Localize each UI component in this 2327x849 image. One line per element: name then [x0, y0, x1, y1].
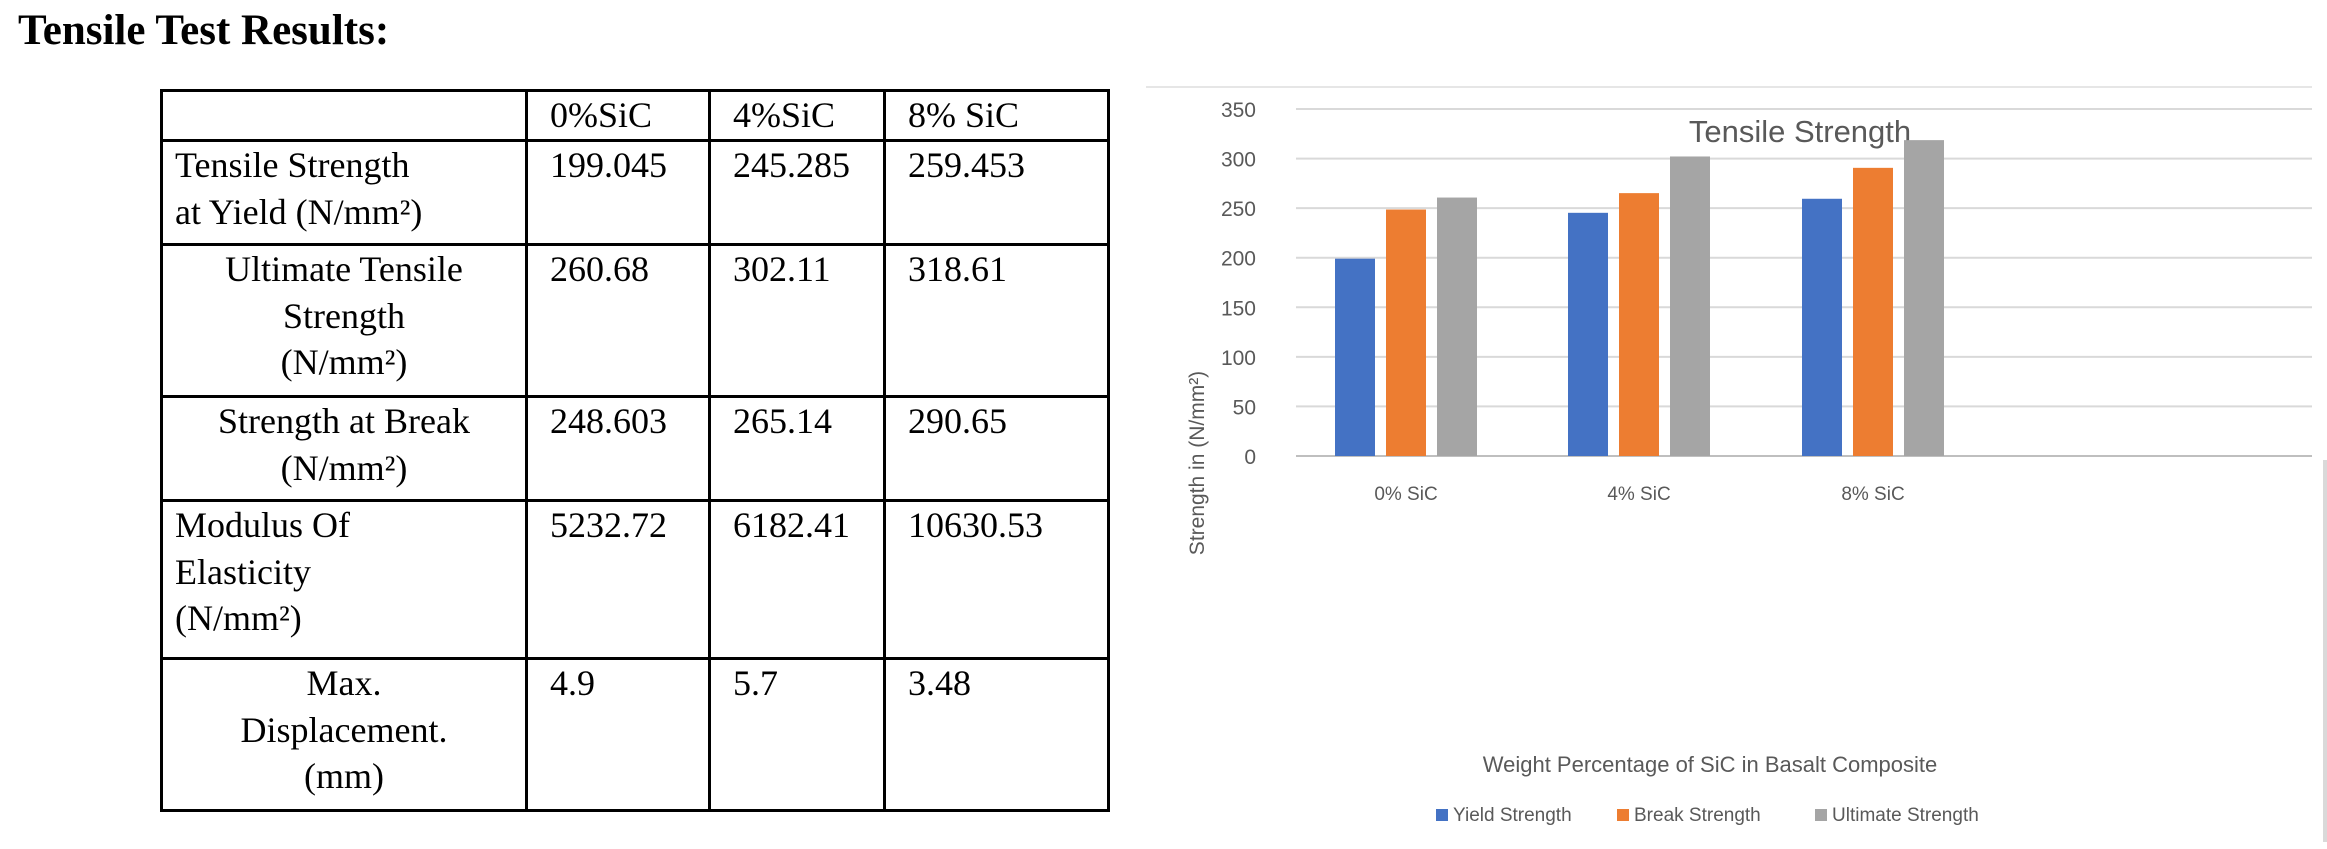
legend: Yield Strength Break Strength Ultimate Str…	[1436, 805, 1979, 826]
legend-swatch	[1617, 809, 1629, 821]
table-header-cell: 4%SiC	[708, 89, 886, 142]
row-label-line: (N/mm²)	[280, 342, 408, 383]
bars	[1335, 140, 1944, 457]
row-label: Ultimate Tensile Strength (N/mm²)	[160, 242, 528, 398]
y-tick-label: 100	[1221, 347, 1256, 370]
table-row: Strength at Break (N/mm²) 248.603 265.14 …	[160, 394, 1110, 502]
table-row: Max. Displacement. (mm) 4.9 5.7 3.48	[160, 656, 1110, 812]
legend-label: Ultimate Strength	[1832, 805, 1979, 826]
row-label-line: Max.	[306, 662, 382, 703]
row-label: Strength at Break (N/mm²)	[160, 394, 528, 502]
legend-swatch	[1436, 809, 1448, 821]
chart-area: Tensile Strength 0 50 100 150 200 250 300 350 0…	[1146, 86, 2327, 844]
table-cell: 265.14	[708, 394, 886, 502]
table-cell: 5.7	[708, 656, 886, 812]
table-cell: 248.603	[525, 394, 711, 502]
bar	[1386, 209, 1426, 456]
bar	[1568, 212, 1608, 456]
table-cell: 5232.72	[525, 498, 711, 660]
row-label-line: Displacement.	[240, 709, 448, 750]
row-label-line: Strength	[283, 295, 405, 336]
row-label: Modulus Of Elasticity (N/mm²)	[160, 498, 528, 660]
bar-chart: Tensile Strength 0 50 100 150 200 250 300 350 0…	[1186, 99, 2327, 826]
row-label-line: (N/mm²)	[280, 447, 408, 488]
table-cell: 6182.41	[708, 498, 886, 660]
y-tick-label: 50	[1233, 396, 1256, 419]
table-row: Tensile Strength at Yield (N/mm²) 199.045…	[160, 138, 1110, 246]
table-cell: 302.11	[708, 242, 886, 398]
results-table: 0%SiC 4%SiC 8% SiC Tensile Strength at Yi…	[160, 89, 1110, 812]
bar	[1670, 156, 1710, 456]
legend-swatch	[1815, 809, 1827, 821]
page-title: Tensile Test Results:	[18, 7, 390, 54]
bar	[1437, 197, 1477, 457]
row-label-line: (N/mm²)	[175, 598, 302, 639]
x-tick-labels: 0% SiC 4% SiC 8% SiC	[1374, 484, 1904, 505]
row-label-line: (mm)	[304, 756, 384, 797]
table-cell: 290.65	[883, 394, 1110, 502]
row-label-line: at Yield (N/mm²)	[175, 191, 423, 232]
x-tick-label: 4% SiC	[1607, 484, 1670, 505]
table-cell: 260.68	[525, 242, 711, 398]
bar	[1802, 198, 1842, 456]
row-label-line: Tensile Strength	[175, 144, 410, 185]
y-tick-label: 200	[1221, 248, 1256, 271]
table-header-cell: 8% SiC	[883, 89, 1110, 142]
chart-title: Tensile Strength	[1689, 114, 1911, 149]
table-header-cell: 0%SiC	[525, 89, 711, 142]
y-tick-label: 150	[1221, 297, 1256, 320]
table-cell: 10630.53	[883, 498, 1110, 660]
y-tick-label: 0	[1244, 446, 1256, 469]
table-cell: 3.48	[883, 656, 1110, 812]
row-label-line: Ultimate Tensile	[225, 248, 463, 289]
y-tick-label: 350	[1221, 99, 1256, 122]
bar	[1335, 258, 1375, 456]
y-tick-label: 250	[1221, 198, 1256, 221]
table-cell: 259.453	[883, 138, 1110, 246]
table-header-row: 0%SiC 4%SiC 8% SiC	[160, 89, 1110, 142]
y-axis-label: Strength in (N/mm²)	[1186, 371, 1209, 555]
legend-label: Yield Strength	[1453, 805, 1572, 826]
legend-label: Break Strength	[1634, 805, 1761, 826]
row-label-line: Elasticity	[175, 551, 311, 592]
table-row: Modulus Of Elasticity (N/mm²) 5232.72 6182…	[160, 498, 1110, 660]
x-tick-label: 0% SiC	[1374, 484, 1437, 505]
row-label-line: Modulus Of	[175, 504, 351, 545]
table-cell: 199.045	[525, 138, 711, 246]
x-tick-label: 8% SiC	[1841, 484, 1904, 505]
bar	[1853, 167, 1893, 456]
row-label: Max. Displacement. (mm)	[160, 656, 528, 812]
edge-divider	[2323, 460, 2327, 842]
table-cell: 4.9	[525, 656, 711, 812]
x-axis-label: Weight Percentage of SiC in Basalt Compo…	[1483, 752, 1938, 777]
table-header-cell	[160, 89, 528, 142]
table-row: Ultimate Tensile Strength (N/mm²) 260.68 3…	[160, 242, 1110, 398]
y-tick-label: 300	[1221, 149, 1256, 172]
row-label-line: Strength at Break	[218, 400, 470, 441]
table-cell: 245.285	[708, 138, 886, 246]
table-cell: 318.61	[883, 242, 1110, 398]
bar	[1619, 193, 1659, 456]
bar	[1904, 140, 1944, 456]
row-label: Tensile Strength at Yield (N/mm²)	[160, 138, 528, 246]
y-tick-labels: 0 50 100 150 200 250 300 350	[1221, 99, 1256, 469]
